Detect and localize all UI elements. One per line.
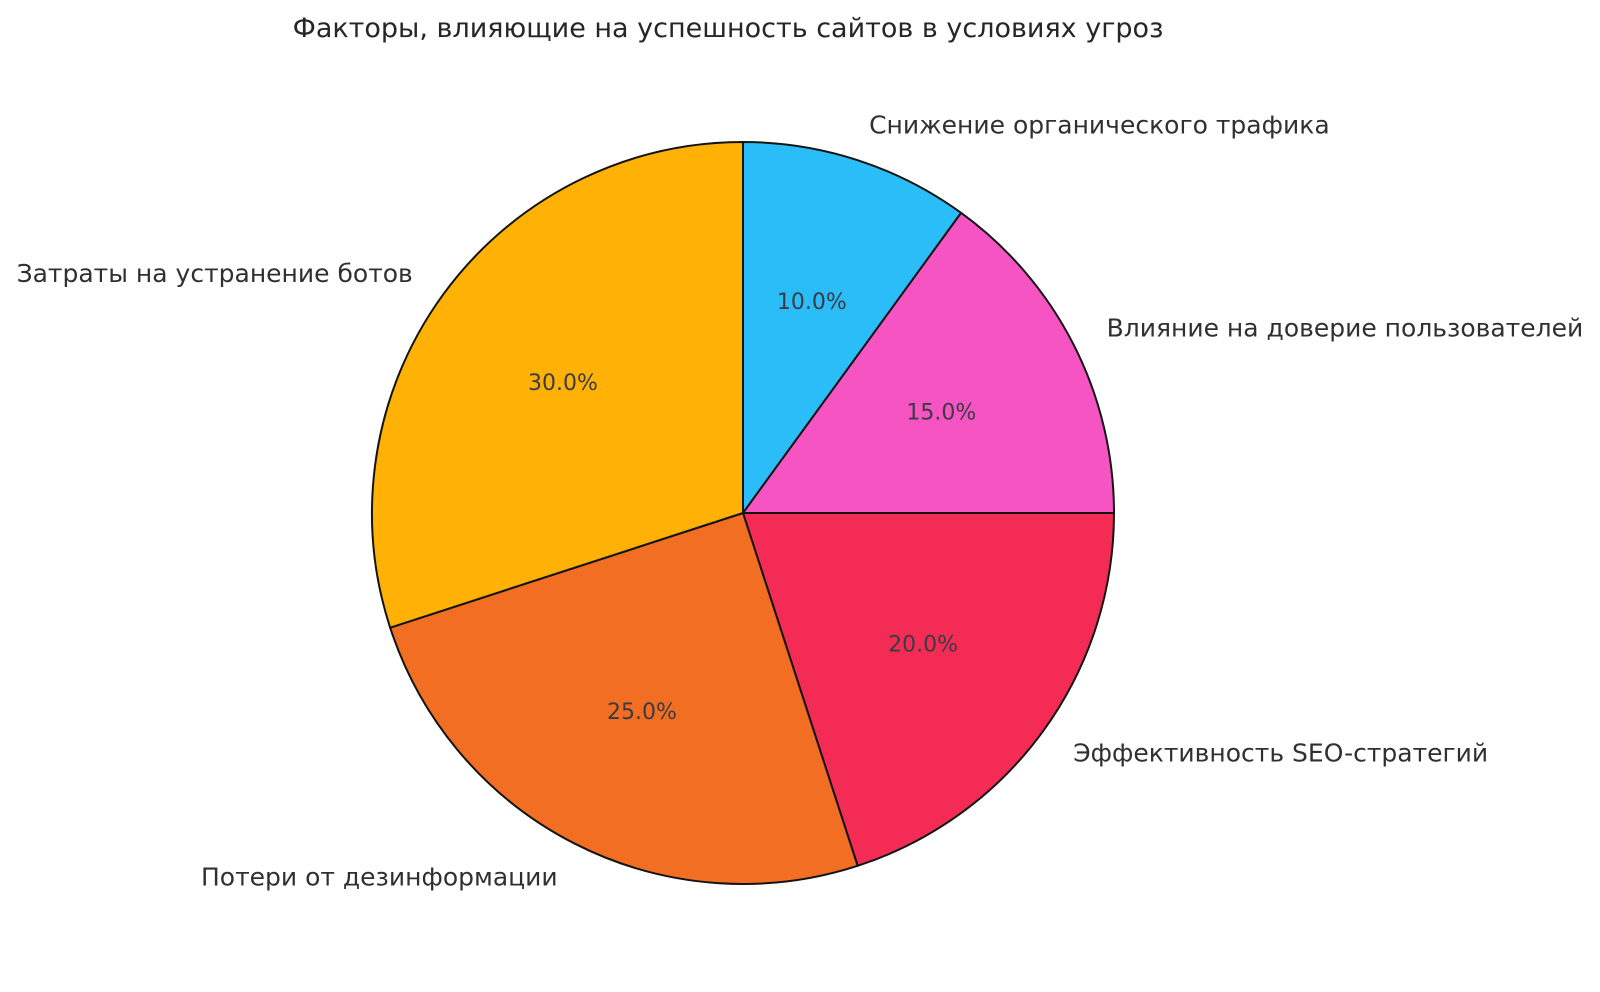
pie-slice-3 — [389, 512, 859, 885]
pie-pct-label-4: 30.0% — [528, 371, 598, 396]
pie-pct-label-0: 10.0% — [777, 290, 847, 315]
pie-slice-4 — [371, 141, 744, 629]
pie-slice-2 — [742, 512, 1115, 867]
chart-title: Факторы, влияющие на успешность сайтов в… — [292, 13, 1164, 44]
pie-slice-label-4: Затраты на устранение ботов — [17, 259, 413, 288]
pie-pct-label-1: 15.0% — [906, 401, 976, 426]
pie-slice-label-1: Влияние на доверие пользователей — [1107, 313, 1584, 342]
pie-slice-0 — [742, 141, 963, 514]
pie-slice-label-2: Эффективность SEO-стратегий — [1073, 739, 1488, 768]
pie-pct-label-2: 20.0% — [888, 633, 958, 658]
pie-slice-label-0: Снижение органического трафика — [869, 111, 1330, 140]
pie-slice-1 — [742, 211, 1115, 514]
pie-slice-label-3: Потери от дезинформации — [201, 862, 558, 891]
pie-pct-label-3: 25.0% — [607, 700, 677, 725]
